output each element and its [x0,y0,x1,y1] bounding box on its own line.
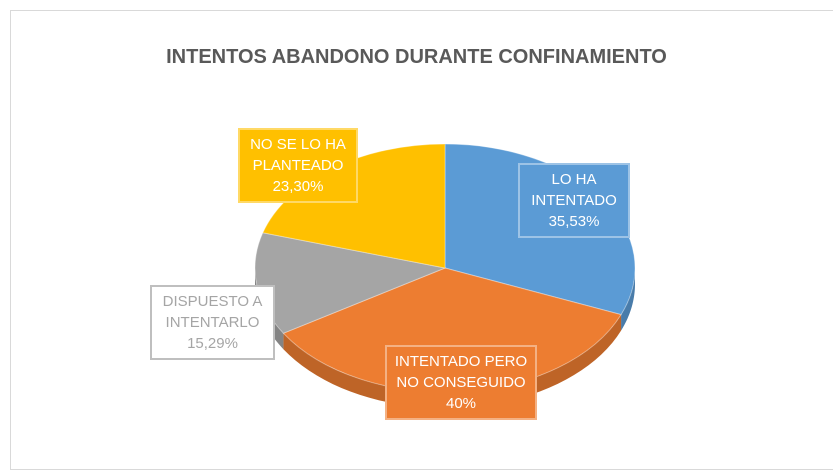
category-label: LO HA INTENTADO [531,171,617,209]
slice [254,232,447,334]
slice-side [621,268,635,331]
value-label: 40% [445,395,477,412]
value-label: 15,29% [187,335,238,352]
value-label: 23,30% [272,178,324,195]
data-label: NO SE LO HA PLANTEADO 23,30% [238,128,358,203]
chart-title: INTENTOS ABANDONO DURANTE CONFINAMIENTO [166,46,667,68]
category-label: NO SE LO HA PLANTEADO [250,136,346,174]
data-label: DISPUESTO A INTENTARLO 15,29% [150,285,275,360]
page: {"chart_data": {"type": "pie", "title": … [10,10,833,470]
category-label: INTENTADO PERO NO CONSEGUIDO [394,353,528,391]
slice-side [255,268,284,350]
value-label: 35,53% [548,213,600,230]
category-label: DISPUESTO A INTENTARLO [162,293,263,331]
data-label: LO HA INTENTADO 35,53% [518,163,630,238]
data-label: INTENTADO PERO NO CONSEGUIDO 40% [385,345,537,420]
